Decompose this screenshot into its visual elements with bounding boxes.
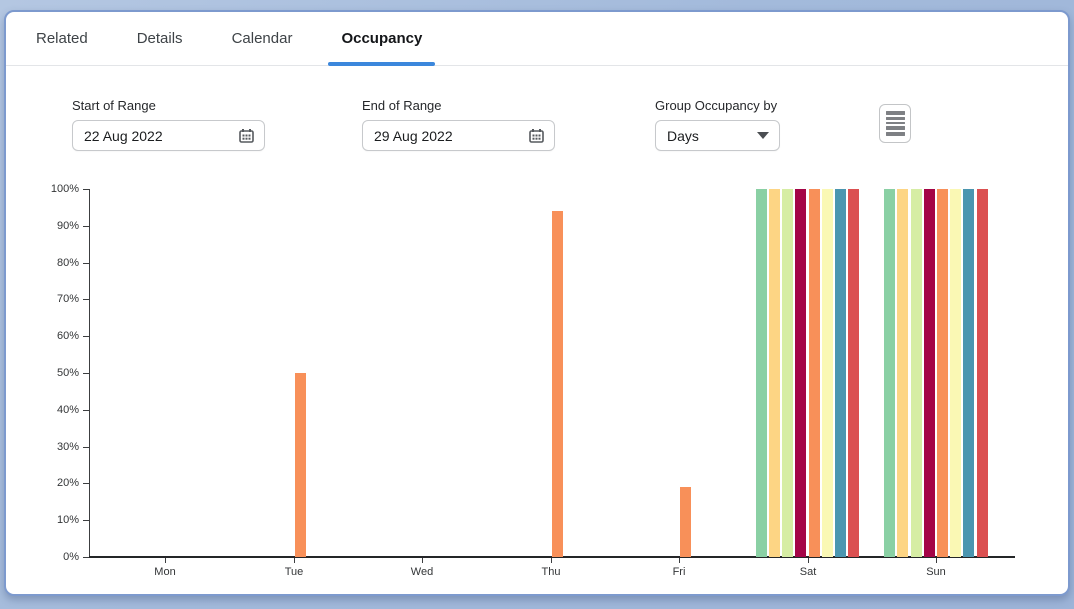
- bar-sat-series1[interactable]: [756, 189, 767, 557]
- y-axis-tick: [83, 520, 89, 521]
- bar-sat-series5[interactable]: [809, 189, 820, 557]
- y-axis-label: 40%: [56, 404, 79, 416]
- x-axis-label: Wed: [410, 566, 434, 578]
- y-axis-tick: [83, 263, 89, 264]
- bar-sat-series6[interactable]: [822, 189, 833, 557]
- tab-related[interactable]: Related: [36, 12, 88, 65]
- x-axis-tick: [165, 558, 166, 563]
- bar-tue-series5[interactable]: [295, 373, 306, 557]
- chart-menu-button[interactable]: [879, 104, 911, 143]
- bar-thu-series5[interactable]: [552, 211, 563, 557]
- tab-related-label: Related: [36, 30, 88, 47]
- y-axis-tick: [83, 299, 89, 300]
- x-axis-label: Sat: [799, 566, 817, 578]
- occupancy-panel: Related Details Calendar Occupancy Start…: [4, 10, 1070, 596]
- bar-sun-series8[interactable]: [977, 189, 988, 557]
- y-axis-tick: [83, 373, 89, 374]
- x-axis-label: Mon: [154, 566, 176, 578]
- y-axis-label: 20%: [56, 477, 79, 489]
- bar-sun-series3[interactable]: [911, 189, 922, 557]
- bar-sun-series7[interactable]: [963, 189, 974, 557]
- bar-sat-series7[interactable]: [835, 189, 846, 557]
- y-axis-tick: [83, 189, 89, 190]
- caret-down-icon: [757, 132, 769, 139]
- calendar-icon: [529, 128, 544, 143]
- end-of-range-input[interactable]: 29 Aug 2022: [362, 120, 555, 151]
- y-axis-tick: [83, 226, 89, 227]
- x-axis-label: Fri: [672, 566, 686, 578]
- x-axis-tick: [808, 558, 809, 563]
- bar-sun-series2[interactable]: [897, 189, 908, 557]
- bar-fri-series5[interactable]: [680, 487, 691, 557]
- start-of-range-input[interactable]: 22 Aug 2022: [72, 120, 265, 151]
- y-axis-label: 100%: [50, 183, 79, 195]
- group-occupancy-field: Group Occupancy by Days: [655, 98, 780, 151]
- group-occupancy-label: Group Occupancy by: [655, 98, 778, 113]
- x-axis-label: Tue: [284, 566, 304, 578]
- occupancy-chart: 0% 10% 20% 30% 40% 50% 60% 70% 80% 90% 100% Mon Tue W…: [6, 172, 1072, 592]
- x-axis-label: Sun: [926, 566, 946, 578]
- end-of-range-field: End of Range 29 Aug 2022: [362, 98, 555, 151]
- y-axis-label: 50%: [56, 367, 79, 379]
- active-tab-underline: [328, 62, 436, 66]
- start-of-range-label: Start of Range: [72, 98, 156, 113]
- tab-occupancy[interactable]: Occupancy: [328, 12, 436, 66]
- start-of-range-value: 22 Aug 2022: [84, 127, 163, 144]
- end-of-range-value: 29 Aug 2022: [374, 127, 453, 144]
- group-occupancy-select[interactable]: Days: [655, 120, 780, 151]
- bar-sun-series6[interactable]: [950, 189, 961, 557]
- y-axis-label: 30%: [56, 441, 79, 453]
- tab-bar: Related Details Calendar Occupancy: [6, 12, 1068, 66]
- calendar-icon: [239, 128, 254, 143]
- start-of-range-field: Start of Range 22 Aug 2022: [72, 98, 265, 151]
- bar-sat-series8[interactable]: [848, 189, 859, 557]
- bar-sat-series4[interactable]: [795, 189, 806, 557]
- y-axis-tick: [83, 410, 89, 411]
- y-axis-label: 0%: [63, 551, 79, 563]
- x-axis-tick: [679, 558, 680, 563]
- x-axis-tick: [551, 558, 552, 563]
- bar-sun-series4[interactable]: [924, 189, 935, 557]
- y-axis-tick: [83, 447, 89, 448]
- y-axis-line: [89, 189, 90, 557]
- end-of-range-label: End of Range: [362, 98, 442, 113]
- tab-details-label: Details: [136, 30, 183, 47]
- y-axis-label: 90%: [56, 220, 79, 232]
- y-axis-tick: [83, 557, 89, 558]
- y-axis-tick: [83, 483, 89, 484]
- y-axis-label: 70%: [56, 293, 79, 305]
- bar-sat-series2[interactable]: [769, 189, 780, 557]
- tab-occupancy-label: Occupancy: [341, 30, 423, 47]
- y-axis-label: 80%: [56, 257, 79, 269]
- y-axis-tick: [83, 336, 89, 337]
- group-occupancy-value: Days: [667, 127, 699, 144]
- y-axis-label: 10%: [56, 514, 79, 526]
- x-axis-tick: [422, 558, 423, 563]
- bar-sun-series5[interactable]: [937, 189, 948, 557]
- x-axis-tick: [936, 558, 937, 563]
- x-axis-line: [89, 556, 1015, 558]
- x-axis-tick: [294, 558, 295, 563]
- bar-sat-series3[interactable]: [782, 189, 793, 557]
- x-axis-label: Thu: [541, 566, 561, 578]
- tab-details[interactable]: Details: [137, 12, 183, 65]
- bar-sun-series1[interactable]: [884, 189, 895, 557]
- y-axis-label: 60%: [56, 330, 79, 342]
- tab-calendar-label: Calendar: [231, 30, 293, 47]
- tab-calendar[interactable]: Calendar: [232, 12, 293, 65]
